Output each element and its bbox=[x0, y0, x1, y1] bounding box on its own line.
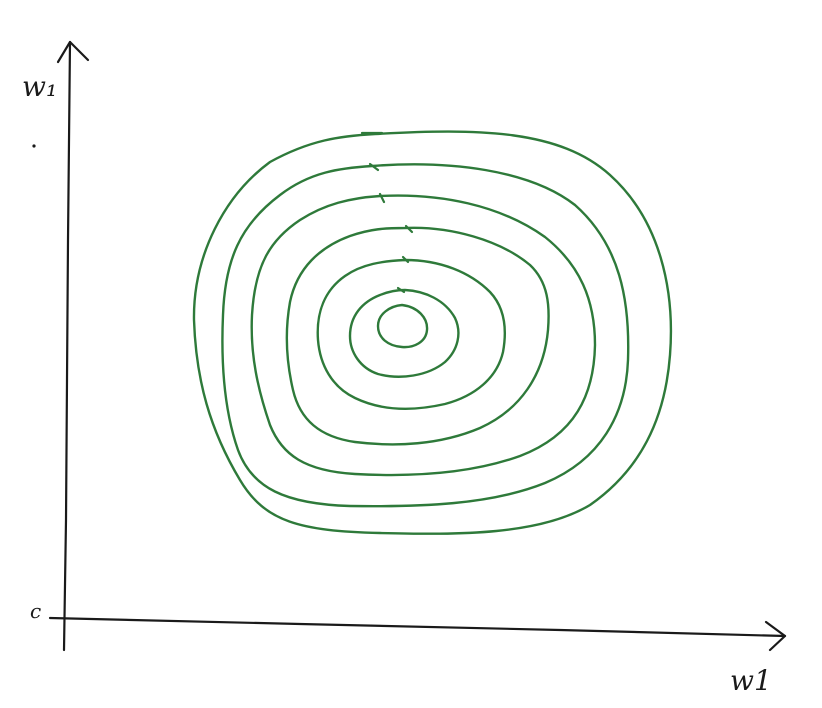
y-axis-line bbox=[62, 40, 72, 652]
contour-tick-6 bbox=[396, 286, 406, 294]
y-axis bbox=[56, 40, 90, 652]
contour-ring-2 bbox=[221, 163, 630, 508]
contour-center-loop bbox=[376, 303, 429, 349]
y-axis-label: w₁ bbox=[22, 70, 57, 103]
x-axis-line bbox=[48, 616, 787, 638]
contour-ring-5 bbox=[316, 258, 506, 410]
contour-tick-3 bbox=[378, 192, 386, 204]
contour-tick-2 bbox=[368, 162, 380, 172]
contour-ring-6 bbox=[348, 288, 460, 378]
contour-ring-1 bbox=[192, 130, 673, 535]
stray-dot bbox=[32, 144, 36, 148]
contour-ring-4 bbox=[285, 226, 550, 446]
x-axis bbox=[48, 616, 787, 652]
contour-group bbox=[192, 130, 673, 535]
x-axis-arrowhead bbox=[764, 620, 787, 652]
contour-ring-3 bbox=[250, 194, 597, 477]
contour-tick-5 bbox=[401, 255, 410, 264]
y-axis-arrowhead bbox=[56, 40, 90, 64]
x-axis-label: w1 bbox=[730, 664, 772, 697]
contour-tick-4 bbox=[404, 224, 414, 234]
origin-label: c bbox=[30, 599, 41, 623]
